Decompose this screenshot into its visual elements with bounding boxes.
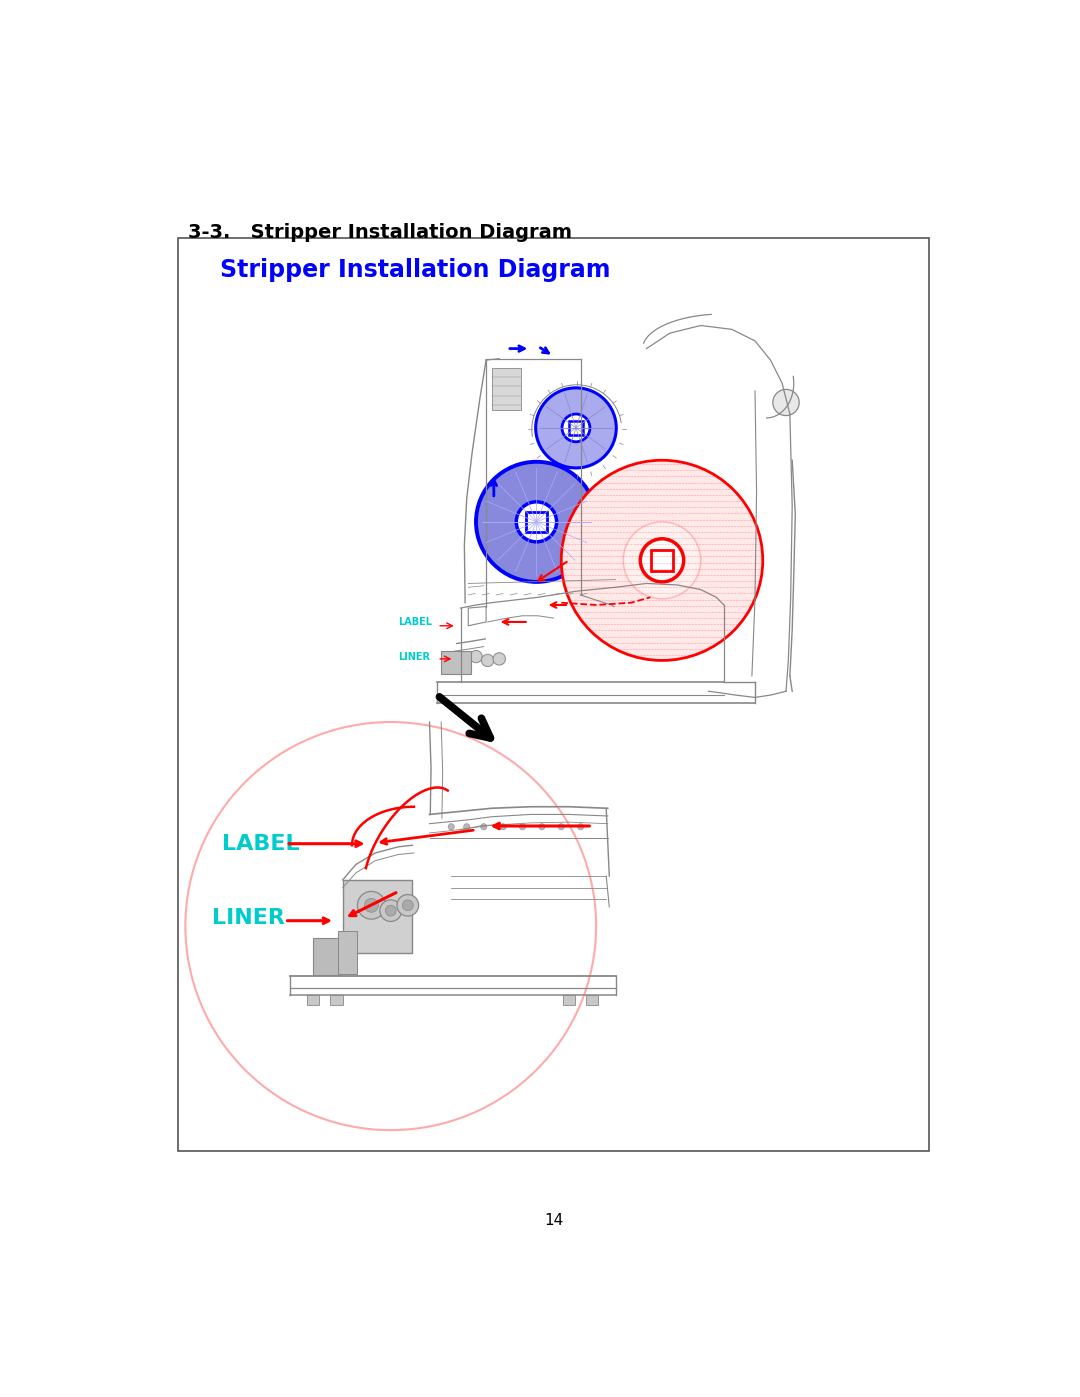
Circle shape xyxy=(403,900,414,911)
Circle shape xyxy=(539,824,545,830)
Text: LABEL: LABEL xyxy=(399,617,432,627)
Bar xyxy=(526,511,546,532)
Bar xyxy=(307,996,320,1004)
Circle shape xyxy=(500,824,507,830)
Circle shape xyxy=(380,900,402,922)
Circle shape xyxy=(481,824,487,830)
Circle shape xyxy=(773,390,799,415)
Bar xyxy=(441,651,471,675)
Circle shape xyxy=(623,522,701,599)
Circle shape xyxy=(476,462,597,583)
Circle shape xyxy=(397,894,419,916)
Circle shape xyxy=(357,891,386,919)
Circle shape xyxy=(536,388,617,468)
Circle shape xyxy=(448,824,455,830)
Text: LABEL: LABEL xyxy=(221,834,299,854)
Bar xyxy=(178,239,929,1151)
Text: 3-3.   Stripper Installation Diagram: 3-3. Stripper Installation Diagram xyxy=(188,224,571,242)
Circle shape xyxy=(562,414,590,441)
Circle shape xyxy=(386,905,396,916)
Circle shape xyxy=(562,460,762,661)
Bar xyxy=(586,996,598,1004)
Bar xyxy=(330,996,342,1004)
Bar xyxy=(569,420,583,434)
Circle shape xyxy=(519,824,526,830)
Circle shape xyxy=(494,652,505,665)
Circle shape xyxy=(558,824,565,830)
Bar xyxy=(338,932,357,974)
Circle shape xyxy=(516,502,556,542)
Circle shape xyxy=(463,824,470,830)
Text: LINER: LINER xyxy=(213,908,285,929)
Bar xyxy=(342,880,413,953)
Text: LINER: LINER xyxy=(399,651,431,662)
Circle shape xyxy=(470,651,482,662)
Circle shape xyxy=(364,898,378,912)
Circle shape xyxy=(186,722,596,1130)
Bar xyxy=(651,549,673,571)
Circle shape xyxy=(640,539,684,583)
Bar xyxy=(563,996,576,1004)
Circle shape xyxy=(482,654,494,666)
Circle shape xyxy=(578,824,583,830)
Bar xyxy=(491,367,521,411)
Text: Stripper Installation Diagram: Stripper Installation Diagram xyxy=(220,258,611,282)
Bar xyxy=(313,937,340,975)
Text: 14: 14 xyxy=(544,1214,563,1228)
